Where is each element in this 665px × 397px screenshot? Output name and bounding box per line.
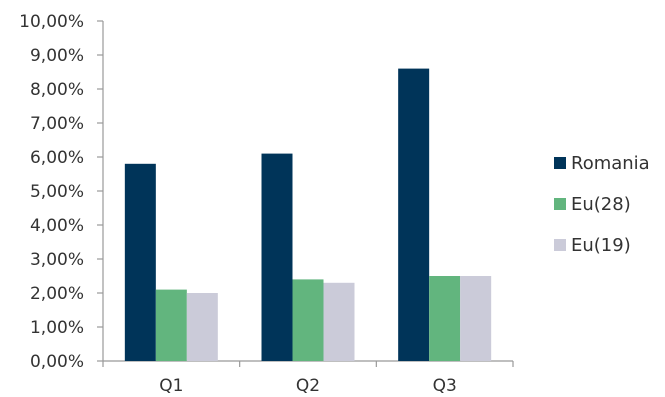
- legend-swatch: [554, 198, 566, 210]
- y-tick-label: 9,00%: [30, 46, 84, 66]
- y-tick-label: 1,00%: [30, 318, 84, 338]
- bar: [124, 163, 156, 361]
- bar: [292, 279, 324, 361]
- legend-swatch: [554, 239, 566, 251]
- y-tick-label: 3,00%: [30, 250, 84, 270]
- y-tick-label: 0,00%: [30, 352, 84, 372]
- x-tick-label: Q1: [159, 376, 183, 396]
- legend-label: Eu(28): [571, 194, 631, 215]
- x-axis-ticks: Q1 Q2 Q3: [102, 361, 514, 396]
- bar: [323, 282, 355, 361]
- bar: [186, 293, 218, 361]
- bar: [460, 276, 492, 361]
- y-tick-label: 5,00%: [30, 182, 84, 202]
- bar: [155, 289, 187, 361]
- chart-legend: Romania Eu(28) Eu(19): [554, 153, 650, 256]
- y-axis-ticks: 0,00% 1,00% 2,00% 3,00% 4,00% 5,00% 6,00% 7,00%…: [19, 12, 103, 372]
- x-tick-label: Q2: [296, 376, 320, 396]
- x-tick-label: Q3: [433, 376, 457, 396]
- y-tick-label: 2,00%: [30, 284, 84, 304]
- legend-swatch: [554, 157, 566, 169]
- y-tick-label: 4,00%: [30, 216, 84, 236]
- chart-bars: [124, 68, 492, 361]
- legend-label: Eu(19): [571, 235, 631, 256]
- y-tick-label: 7,00%: [30, 114, 84, 134]
- y-tick-label: 6,00%: [30, 148, 84, 168]
- legend-label: Romania: [571, 153, 650, 174]
- bar: [398, 68, 430, 361]
- bar: [429, 276, 461, 361]
- y-tick-label: 10,00%: [19, 12, 84, 32]
- bar: [261, 153, 293, 361]
- y-tick-label: 8,00%: [30, 80, 84, 100]
